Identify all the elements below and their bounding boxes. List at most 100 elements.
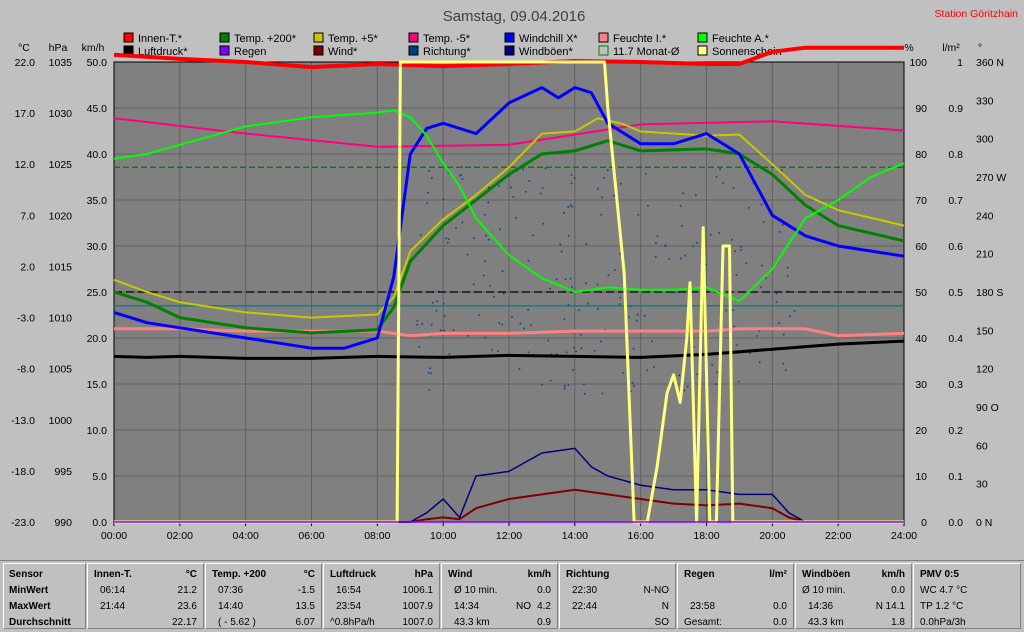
direction-point [565, 351, 568, 354]
legend-swatch-13 [697, 45, 708, 56]
tick-rain-0: 1 [957, 57, 963, 69]
direction-point [532, 234, 535, 237]
luftdruck-avg-extra: ^0.8hPa/h [330, 617, 375, 628]
richtung-max-time: 22:44 [572, 601, 598, 612]
maxwert-label: MaxWert [9, 601, 51, 612]
legend-label-8: Windchill X* [519, 33, 578, 45]
direction-point [715, 175, 718, 178]
windboeen-max-time: 14:36 [808, 601, 834, 612]
direction-point [522, 168, 524, 171]
legend-label-3: Regen [234, 46, 266, 58]
direction-point [567, 206, 570, 208]
direction-point [418, 345, 421, 348]
direction-point [473, 237, 476, 240]
tick-percent-10: 0 [921, 517, 927, 529]
direction-point [587, 302, 589, 305]
direction-point [563, 387, 566, 390]
direction-point [499, 228, 502, 231]
direction-point [483, 213, 486, 216]
series-line-9 [114, 447, 904, 523]
direction-point [733, 325, 736, 328]
tick-celsius-0: 22.0 [15, 57, 36, 69]
legend-label-6: Temp. -5* [423, 33, 471, 45]
direction-point [619, 296, 622, 299]
innen-unit: °C [185, 569, 197, 580]
direction-point [622, 371, 625, 374]
wind-max-time: 14:34 [454, 601, 480, 612]
direction-point [596, 187, 599, 190]
direction-point [765, 277, 768, 280]
legend-label-5: Wind* [328, 46, 358, 58]
stats-panel-wind: Wind km/h Ø 10 min. 0.0 14:34 NO 4.2 43.3 km… [441, 563, 558, 629]
legend-swatch-8 [504, 32, 515, 43]
direction-point [490, 348, 493, 351]
stats-panel-windboeen: Windböen km/h Ø 10 min. 0.0 14:36 N 14.1 43.… [795, 563, 912, 629]
stats-panel-innen: Innen-T. °C 06:14 21.2 21:44 23.6 22.17 [87, 563, 204, 629]
direction-point [466, 253, 469, 256]
tick-kmh-7: 15.0 [87, 379, 108, 391]
legend-swatch-0 [123, 32, 134, 43]
direction-point [541, 187, 544, 190]
legend-label-12: Feuchte A.* [712, 33, 770, 45]
direction-point [696, 241, 698, 244]
durchschnitt-label: Durchschnitt [9, 617, 71, 628]
direction-point [618, 303, 621, 306]
direction-point [603, 177, 606, 179]
legend-label-1: Luftdruck* [138, 46, 188, 58]
richtung-header: Richtung [566, 569, 610, 580]
chart-legend: Innen-T.*Luftdruck* Temp. +200*Regen Temp.… [123, 32, 782, 58]
unit-hpa: hPa [49, 42, 68, 54]
direction-point [737, 380, 740, 383]
direction-scatter [416, 166, 796, 395]
direction-point [419, 234, 422, 237]
direction-point [758, 361, 761, 364]
direction-point [472, 283, 475, 286]
direction-point [569, 204, 572, 207]
direction-point [646, 204, 649, 207]
tick-kmh-4: 30.0 [87, 241, 108, 253]
windboeen-avg-extra: 43.3 km [808, 617, 844, 628]
left-axes: 50.0 45.0 40.0 35.0 30.0 25.0 20.0 15.0 10.0 5.0 0… [11, 57, 107, 529]
direction-point [613, 269, 616, 271]
tick-direction-1: 330 [976, 95, 994, 107]
direction-point [736, 343, 739, 346]
unit-percent: % [904, 42, 913, 54]
tick-kmh-6: 20.0 [87, 333, 108, 345]
tick-rain-1: 0.9 [948, 103, 963, 115]
direction-point [732, 309, 735, 312]
tick-direction-9: 90 O [976, 402, 999, 414]
direction-point [637, 213, 640, 216]
windboeen-max-val: 14.1 [885, 601, 905, 612]
direction-point [570, 173, 573, 176]
x-axis: 00:00 02:00 04:00 06:00 08:00 10:00 12:00 14:00… [101, 522, 917, 542]
stats-panel-luftdruck: Luftdruck hPa 16:54 1006.1 23:54 1007.9 ^0.… [323, 563, 440, 629]
pmv-header: PMV 0:5 [920, 569, 959, 580]
wind-max-val: 4.2 [537, 601, 551, 612]
tick-kmh-0: 50.0 [87, 57, 108, 69]
series-line-4 [113, 117, 905, 319]
innen-min-time: 06:14 [100, 585, 126, 596]
legend-label-7: Richtung* [423, 46, 471, 58]
direction-point [788, 315, 791, 318]
tick-percent-6: 40 [915, 333, 927, 345]
direction-point [492, 295, 495, 298]
tick-kmh-5: 25.0 [87, 287, 108, 299]
direction-point [593, 349, 596, 352]
direction-point [435, 309, 438, 312]
tick-kmh-9: 5.0 [92, 471, 107, 483]
tick-direction-5: 210 [976, 249, 994, 261]
tick-celsius-6: -8.0 [17, 364, 35, 376]
tick-direction-7: 150 [976, 325, 994, 337]
direction-point [426, 202, 429, 205]
direction-point [653, 365, 656, 368]
windboeen-min-val: 0.0 [891, 585, 905, 596]
series-line-3 [113, 117, 905, 148]
direction-point [627, 316, 630, 319]
direction-point [530, 324, 532, 327]
direction-point [428, 389, 431, 391]
direction-point [786, 275, 789, 278]
regen-header: Regen [684, 569, 715, 580]
direction-point [540, 383, 543, 386]
direction-point [496, 350, 499, 353]
direction-point [430, 323, 433, 326]
